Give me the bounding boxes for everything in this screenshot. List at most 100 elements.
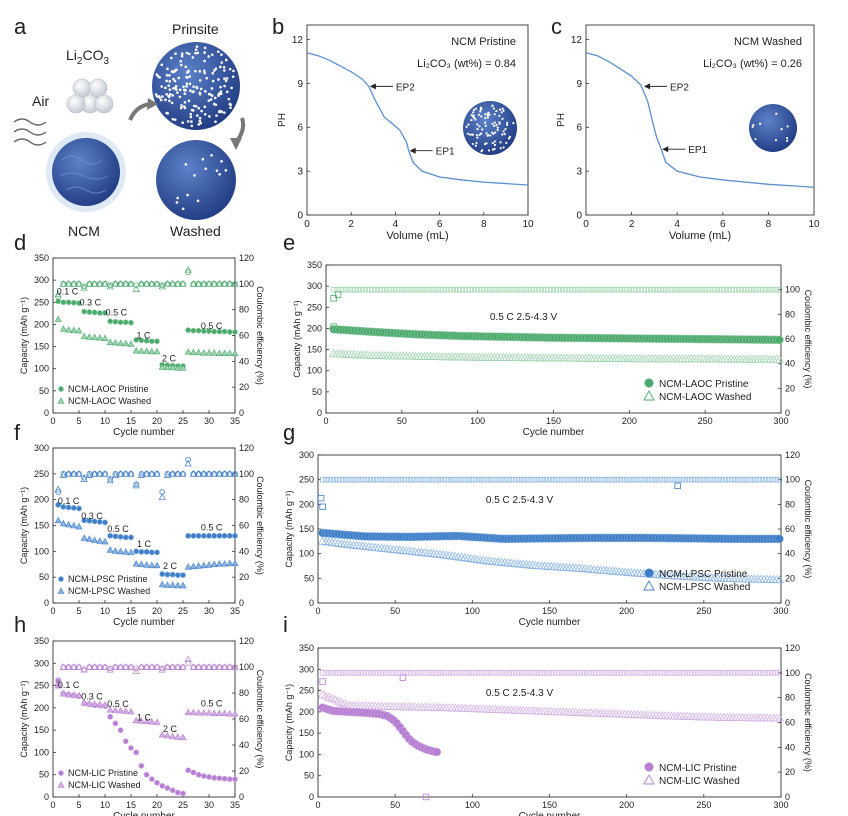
- washed-ce-point: [153, 663, 161, 670]
- ce-point: [610, 670, 616, 676]
- ce-point: [455, 476, 462, 483]
- ce-point: [576, 476, 582, 483]
- washed-ce-point: [54, 290, 62, 298]
- pristine-capacity-point: [432, 747, 442, 757]
- ce-point: [440, 670, 446, 676]
- ce-point: [634, 286, 640, 293]
- ce-point: [431, 670, 437, 676]
- washed-capacity-point: [221, 709, 229, 717]
- y-axis-label: PH: [277, 113, 288, 127]
- washed-capacity-point: [85, 699, 93, 707]
- inset-dot: [479, 110, 482, 113]
- y-tick-label: 200: [34, 703, 49, 713]
- li2co3-dot: [190, 108, 194, 112]
- washed-capacity-point: [174, 733, 182, 740]
- ce-point: [650, 476, 656, 483]
- washed-capacity-point: [460, 553, 470, 562]
- washed-ce-point: [163, 280, 171, 287]
- ce-point: [594, 286, 601, 293]
- li2co3-dot: [193, 174, 196, 177]
- li2co3-label: Li2CO3: [66, 47, 109, 67]
- li2co3-dot: [168, 88, 172, 91]
- washed-capacity-point: [215, 560, 223, 567]
- ce-point: [347, 476, 354, 483]
- ce-point: [409, 670, 415, 676]
- washed-capacity-point: [158, 363, 166, 370]
- washed-ce-point: [158, 665, 166, 673]
- y-tick-label: 250: [34, 297, 49, 307]
- li2co3-dot: [220, 159, 223, 163]
- y-tick-label: 9: [297, 79, 303, 90]
- ce-point: [409, 286, 416, 293]
- rate-label: 1 C: [137, 539, 152, 549]
- y-tick-label: 200: [34, 319, 49, 329]
- ce-point: [622, 670, 628, 676]
- washed-capacity-point: [122, 339, 130, 347]
- inset-dot: [500, 111, 503, 114]
- ce-point: [403, 286, 410, 293]
- washed-ce-point: [54, 678, 62, 686]
- inset-dot: [498, 121, 501, 124]
- x-tick-label: 250: [696, 800, 711, 810]
- ce-point: [342, 286, 349, 293]
- ce-point: [347, 670, 354, 676]
- li2co3-dot: [196, 51, 200, 55]
- x-tick-label: 150: [542, 800, 557, 810]
- y2-tick-label: 60: [785, 524, 795, 534]
- ce-point: [631, 670, 638, 676]
- ce-point: [434, 476, 440, 483]
- ce-point: [761, 476, 767, 483]
- legend-marker-washed: [57, 587, 65, 594]
- washed-ce-point: [231, 663, 239, 670]
- y-tick-label: 0: [309, 792, 314, 802]
- ce-point: [591, 670, 598, 676]
- ce-point: [591, 286, 598, 293]
- li2co3-dot: [173, 118, 177, 121]
- li2co3-dot: [165, 79, 168, 83]
- y-tick-label: 300: [307, 281, 322, 291]
- x-tick-label: 15: [126, 800, 136, 810]
- washed-ce-point: [200, 663, 208, 670]
- legend-label-pristine: NCM-LIC Pristine: [68, 768, 138, 778]
- ce-point: [619, 670, 625, 676]
- washed-capacity-point: [456, 552, 467, 561]
- ce-point: [615, 286, 622, 293]
- li2co3-dot: [196, 199, 200, 203]
- inset-dot: [491, 131, 494, 134]
- washed-capacity-point: [106, 546, 114, 553]
- rate-label: 0.5 C: [106, 308, 128, 318]
- x-tick-label: 20: [152, 416, 162, 426]
- ce-outlier-point: [399, 674, 407, 681]
- ce-point: [725, 286, 731, 293]
- washed-capacity-point: [226, 349, 234, 357]
- pristine-ce-point: [185, 660, 192, 666]
- pristine-ce-point: [185, 456, 192, 463]
- y-tick-label: 100: [299, 549, 314, 559]
- inset-dot: [775, 112, 778, 115]
- y2-axis-label: Coulombic efficiency (%): [803, 673, 813, 772]
- li2co3-dot: [175, 201, 179, 204]
- ce-point: [430, 286, 437, 293]
- ce-point: [361, 286, 367, 293]
- x-tick-label: 20: [152, 800, 162, 810]
- washed-capacity-point: [215, 709, 223, 717]
- ce-point: [681, 476, 687, 483]
- ce-point: [344, 670, 351, 676]
- washed-capacity-point: [184, 563, 192, 570]
- washed-ce-point: [148, 470, 156, 477]
- li2co3-dot: [179, 106, 183, 110]
- li2co3-dot: [207, 92, 211, 96]
- washed-capacity-point: [137, 560, 145, 568]
- inset-dot: [470, 118, 473, 122]
- ce-point: [558, 286, 564, 293]
- li2co3-dot: [219, 90, 223, 93]
- li2co3-dot: [223, 84, 226, 88]
- y-tick-label: 150: [299, 524, 314, 534]
- washed-ce-point: [169, 470, 177, 477]
- pristine-capacity-point: [226, 532, 233, 539]
- ce-point: [597, 286, 604, 293]
- ce-point: [534, 286, 540, 293]
- ce-point: [500, 286, 507, 293]
- washed-capacity-point: [184, 708, 192, 716]
- ce-point: [384, 476, 391, 483]
